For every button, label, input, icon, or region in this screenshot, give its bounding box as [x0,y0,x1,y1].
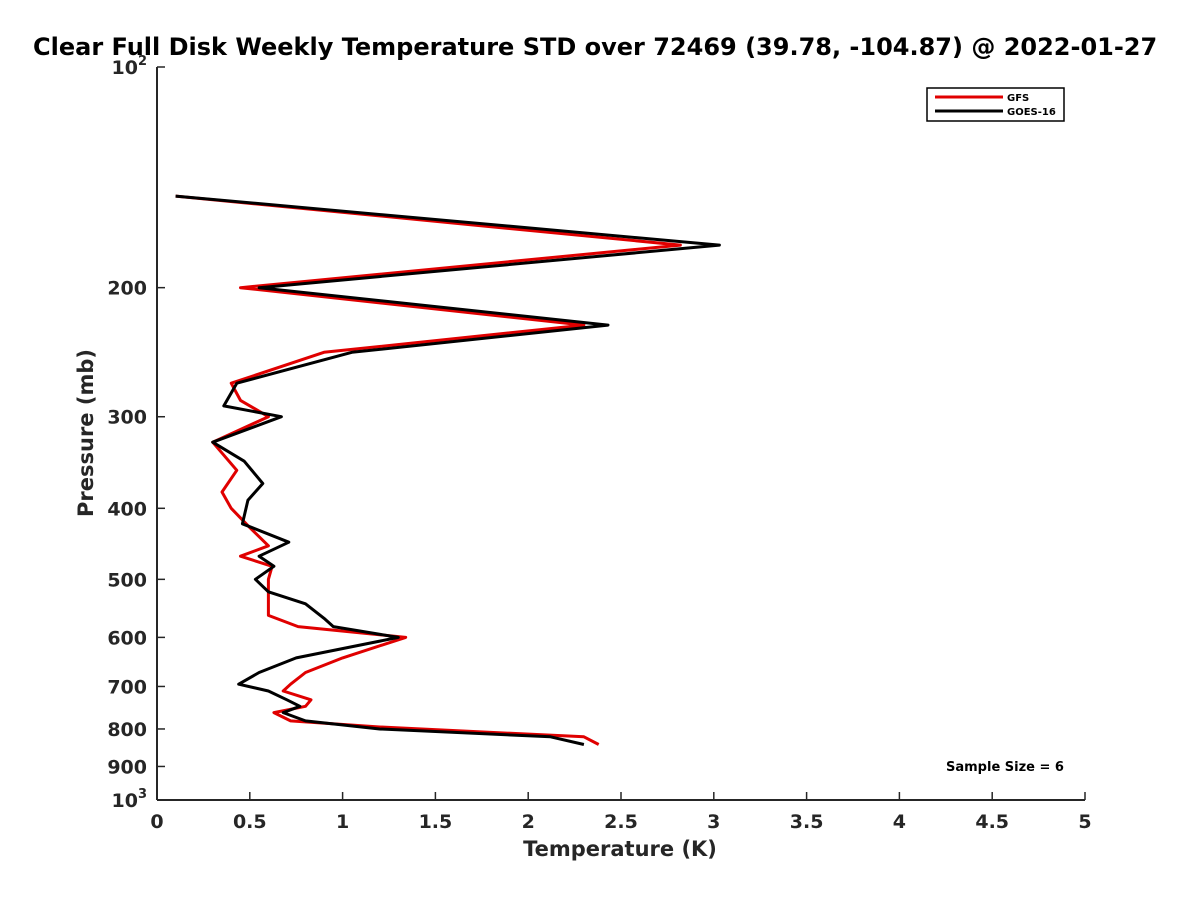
y-tick-label: 102 [112,54,148,79]
x-tick-label: 5 [1078,811,1091,833]
y-tick-label: 700 [107,676,147,698]
x-tick-label: 3 [707,811,720,833]
series-layer [175,194,721,746]
y-tick-label: 300 [107,407,147,429]
x-tick-label: 4.5 [975,811,1009,833]
sample-size-annotation: Sample Size = 6 [946,760,1064,775]
y-tick-label: 800 [107,719,147,741]
y-tick-label: 600 [107,627,147,649]
x-tick-label: 0.5 [233,811,267,833]
x-tick-label: 1 [336,811,349,833]
y-tick-label-base: 10 [112,57,138,79]
x-tick-label: 0 [150,811,163,833]
x-axis-label: Temperature (K) [523,837,717,861]
y-tick-label: 500 [107,569,147,591]
legend-label-goes16: GOES-16 [1007,107,1056,118]
chart-title: Clear Full Disk Weekly Temperature STD o… [33,33,1157,61]
y-tick-label: 200 [107,278,147,300]
series-line-goes16 [175,194,721,746]
y-tick-label: 900 [107,756,147,778]
legend-box [926,87,1065,122]
x-tick-label: 3.5 [790,811,824,833]
series-line-gfs [175,194,682,746]
x-tick-label: 2 [522,811,535,833]
y-tick-label-exp: 2 [138,54,147,69]
x-tick-label: 1.5 [419,811,453,833]
y-tick-label: 103 [112,787,148,812]
y-axis-label: Pressure (mb) [74,349,98,517]
y-tick-label-exp: 3 [138,787,147,802]
y-tick-label: 400 [107,498,147,520]
tick-layer: 0 0.5 1 1.5 2 2.5 3 3.5 4 4.5 51022003004005006007… [107,54,1091,833]
legend: GFS GOES-16 [926,87,1065,122]
legend-label-gfs: GFS [1007,93,1029,104]
x-tick-label: 2.5 [604,811,638,833]
x-tick-label: 4 [893,811,906,833]
y-tick-label-base: 10 [112,790,138,812]
